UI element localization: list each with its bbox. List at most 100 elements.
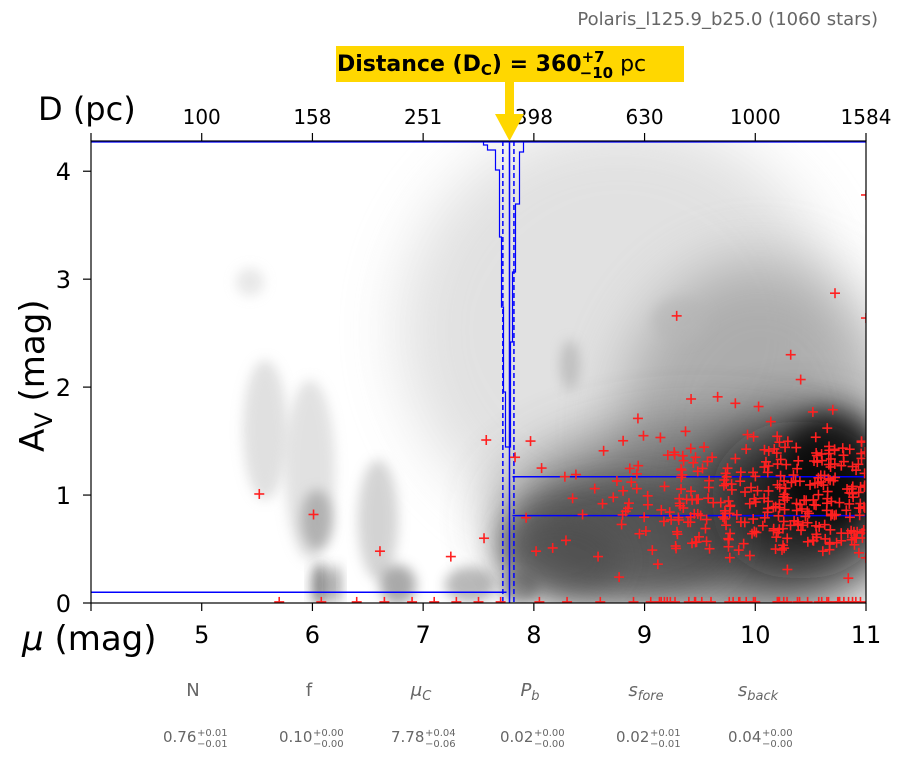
y-tick-label: 2	[56, 374, 71, 402]
star-point	[774, 502, 785, 513]
star-point-zero	[813, 596, 824, 603]
star-point	[722, 463, 733, 474]
callout-unit: pc	[613, 52, 646, 77]
star-point	[749, 526, 760, 537]
star-point	[772, 459, 783, 470]
star-point-zero	[379, 596, 390, 603]
star-point	[803, 508, 814, 519]
star-point	[778, 516, 789, 527]
star-point	[547, 542, 558, 553]
star-point	[747, 528, 758, 539]
star-point	[647, 545, 658, 556]
star-point	[830, 288, 840, 299]
star-point	[810, 500, 821, 511]
star-point	[795, 374, 806, 385]
param-lower-error: −0.01	[650, 739, 681, 750]
star-point	[559, 471, 570, 482]
star-point	[796, 503, 807, 514]
density-background	[91, 141, 866, 603]
star-point	[659, 481, 670, 492]
star-point	[786, 477, 797, 488]
star-point-zero	[706, 596, 716, 603]
param-name: sfore	[628, 680, 663, 704]
star-point	[676, 472, 687, 483]
star-point	[813, 489, 824, 500]
star-point	[844, 444, 855, 455]
star-point-zero	[724, 596, 735, 603]
star-point-zero	[407, 596, 418, 603]
top-x-tick-label: 1584	[841, 105, 892, 129]
star-point	[796, 525, 807, 536]
star-point	[802, 536, 813, 547]
star-point	[614, 572, 625, 583]
star-point	[725, 501, 736, 512]
star-point	[791, 442, 802, 453]
y-axis-label-sub: V	[30, 412, 58, 429]
star-point	[715, 497, 726, 508]
star-point	[763, 446, 774, 457]
star-point	[704, 475, 715, 486]
star-point	[589, 483, 600, 494]
star-point	[593, 551, 604, 562]
star-point	[771, 532, 782, 543]
star-point	[741, 444, 752, 455]
star-point	[785, 349, 796, 360]
star-point	[851, 465, 862, 476]
star-point	[308, 509, 319, 520]
star-point	[825, 524, 836, 535]
star-point	[822, 486, 833, 497]
star-point	[531, 546, 542, 557]
star-point	[704, 543, 715, 554]
star-point	[817, 455, 828, 466]
star-point	[608, 492, 619, 503]
star-point	[719, 513, 730, 524]
star-point	[792, 516, 803, 527]
star-point	[720, 468, 731, 479]
y-axis-label-main: A	[13, 429, 53, 452]
plot-frame	[90, 140, 867, 604]
star-point	[744, 550, 755, 561]
star-point	[631, 483, 642, 494]
star-point	[780, 442, 791, 453]
star-point	[731, 509, 742, 520]
bottom-axis-label-unit: (mag)	[44, 619, 157, 659]
star-point	[652, 559, 663, 570]
star-point	[690, 452, 701, 463]
star-point	[536, 463, 547, 474]
x-tick-label: 11	[851, 621, 882, 649]
star-point	[700, 523, 711, 534]
star-point	[844, 498, 855, 509]
star-point	[779, 476, 790, 487]
star-point	[631, 468, 642, 479]
star-point	[525, 436, 536, 447]
x-tick-label: 8	[526, 621, 541, 649]
top-axis-label: D (pc)	[38, 90, 136, 128]
star-point-zero	[534, 596, 545, 603]
star-point-zero	[792, 596, 803, 603]
star-point	[782, 492, 793, 503]
star-point	[597, 498, 608, 509]
star-point	[827, 404, 838, 415]
star-point	[773, 510, 784, 521]
star-point	[765, 416, 776, 427]
star-point	[856, 436, 866, 447]
star-point	[781, 459, 792, 470]
star-point	[739, 517, 750, 528]
star-point	[567, 493, 578, 504]
star-point	[622, 503, 633, 514]
star-point	[841, 505, 852, 516]
param-name: N	[186, 680, 199, 701]
star-point-zero	[495, 596, 506, 603]
param-value: 7.78	[391, 728, 424, 746]
star-point	[724, 552, 735, 563]
star-point	[479, 533, 490, 544]
star-point	[782, 564, 793, 575]
param-lower-error: −0.00	[762, 739, 793, 750]
star-point	[802, 506, 813, 517]
star-point	[623, 498, 634, 509]
star-point	[738, 538, 749, 549]
star-point	[481, 435, 492, 446]
callout-subscript: C	[481, 61, 492, 79]
star-point	[808, 494, 819, 505]
star-point	[822, 423, 833, 434]
